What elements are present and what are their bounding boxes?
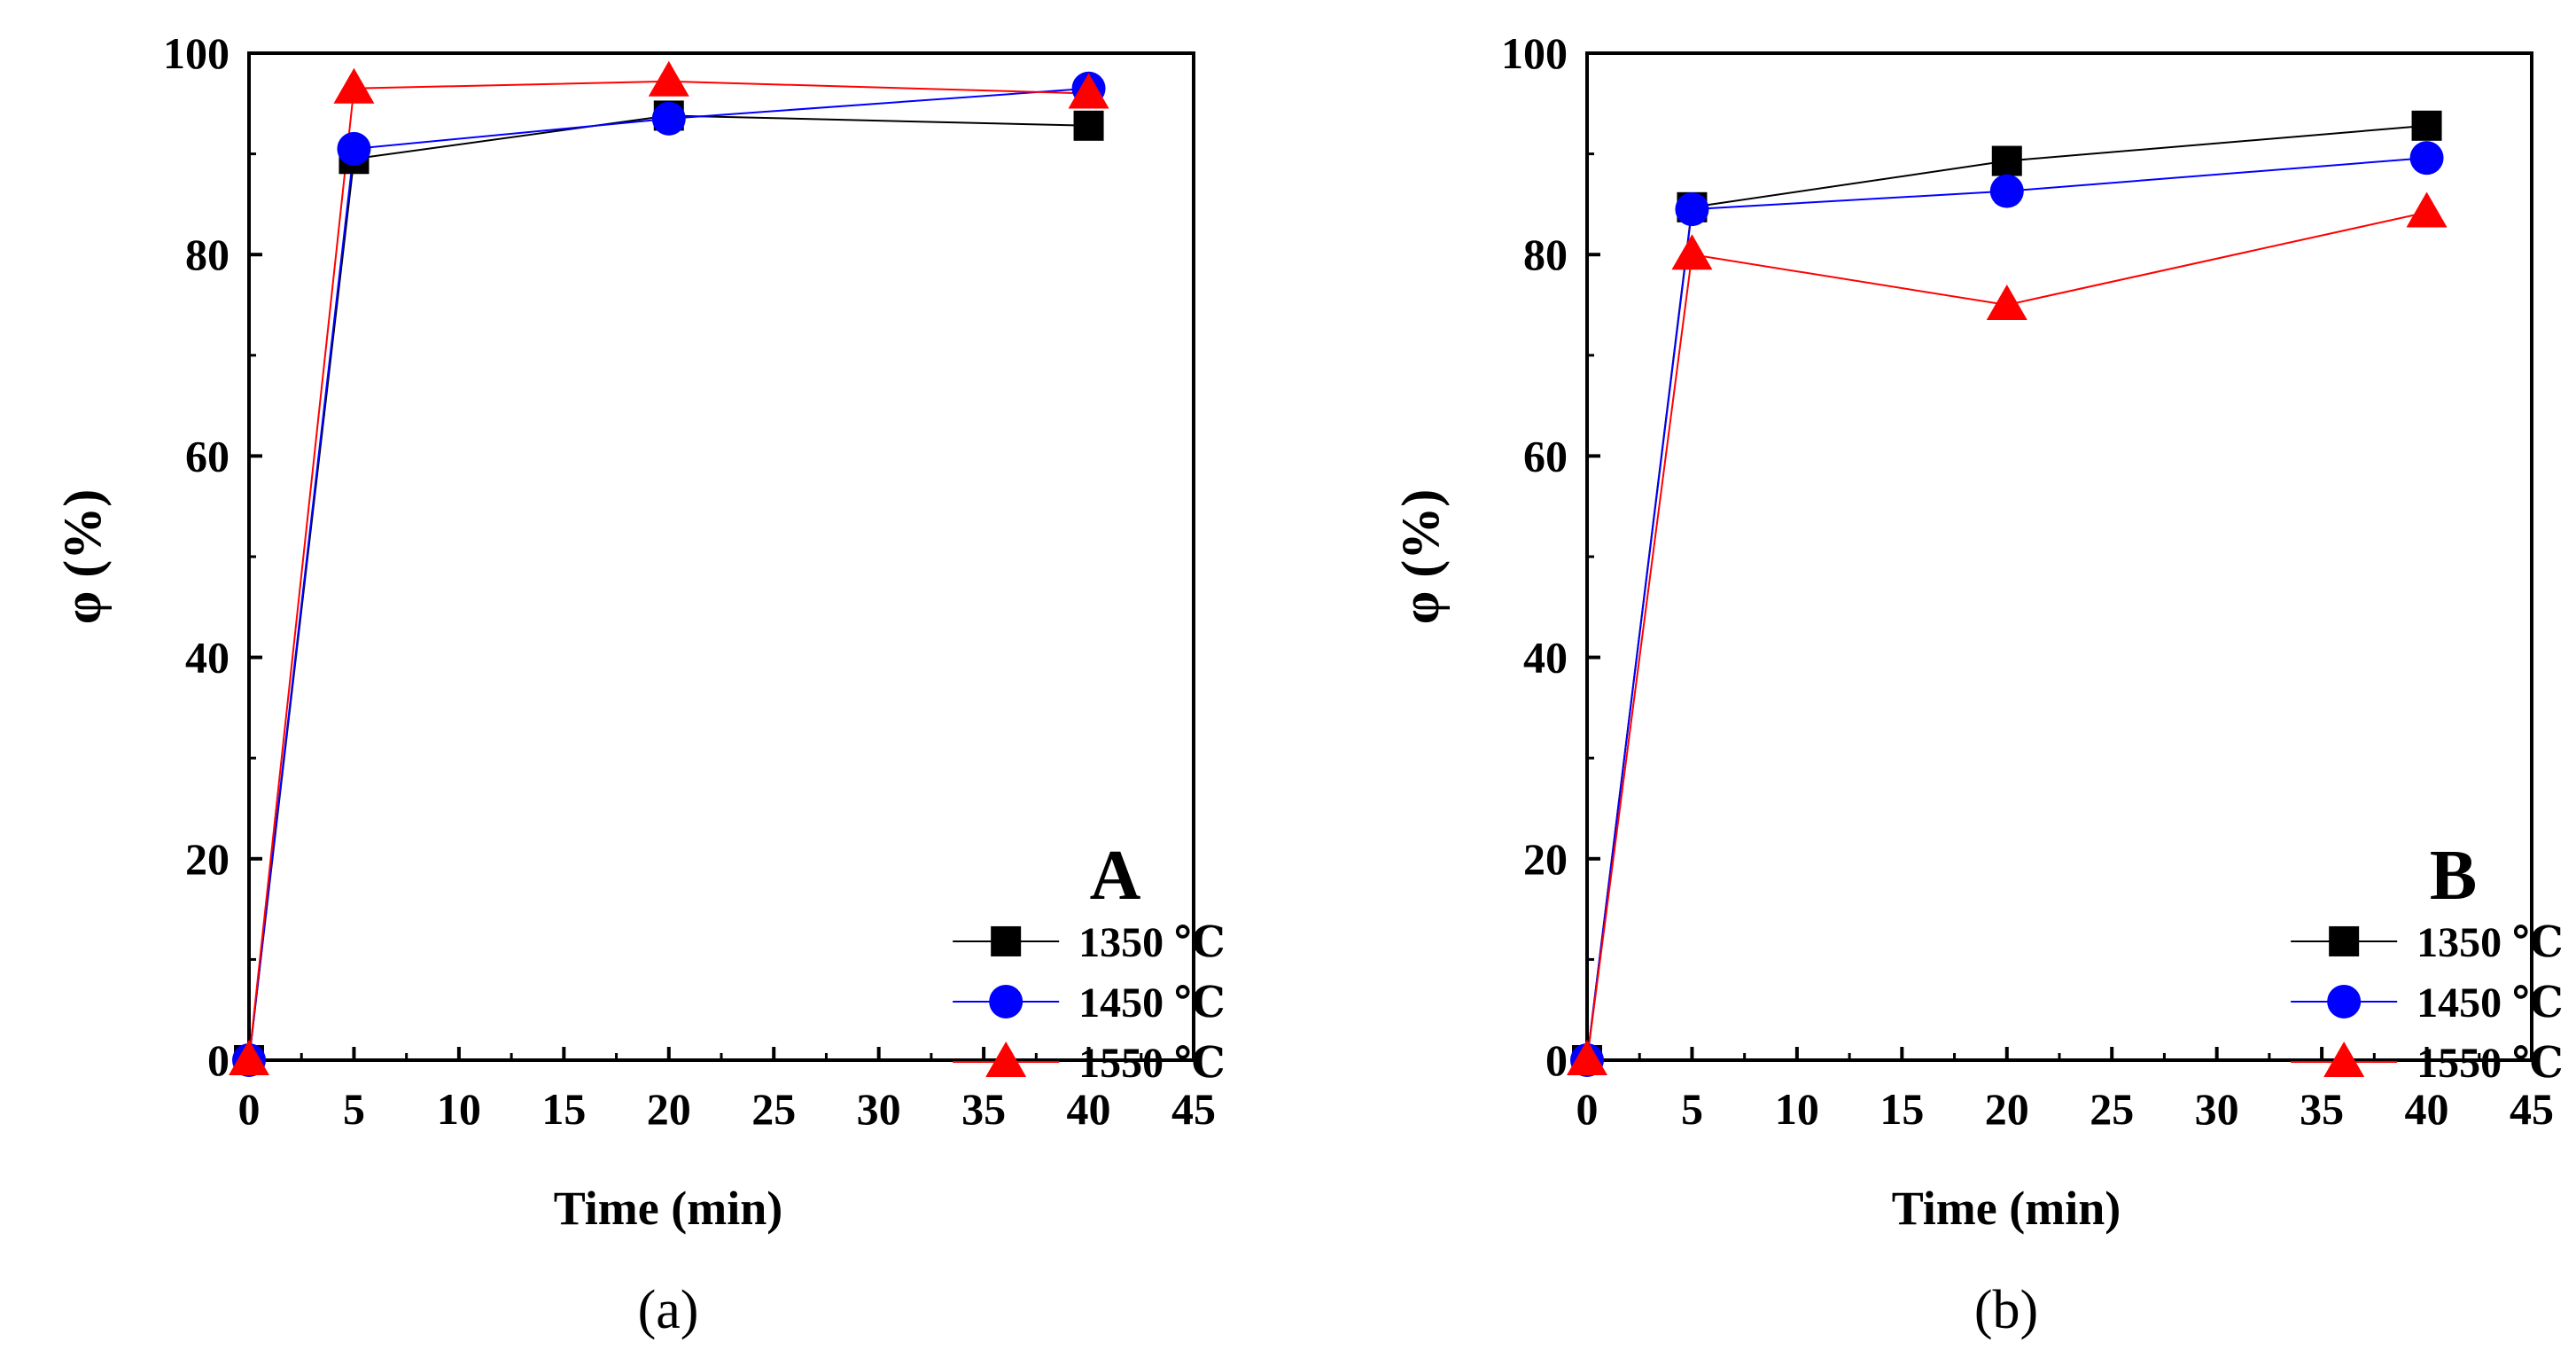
y-axis-title: φ (%) <box>53 489 112 624</box>
data-point-series-0 <box>2411 110 2442 141</box>
x-tick-label: 15 <box>541 1084 586 1134</box>
series-line-2 <box>248 80 1089 1061</box>
legend-marker <box>2323 1041 2365 1077</box>
data-point-series-0 <box>1073 110 1104 141</box>
x-tick-label: 40 <box>2405 1084 2449 1134</box>
panel-letter: B <box>2430 837 2477 915</box>
series-line-1 <box>248 87 1089 1061</box>
data-point-series-0 <box>1991 145 2022 176</box>
x-tick-label: 40 <box>1067 1084 1111 1134</box>
legend-label: 1350 ℃ <box>1078 919 1226 966</box>
y-tick-label: 80 <box>1523 230 1568 279</box>
x-tick-label: 15 <box>1879 1084 1924 1134</box>
x-tick-label: 5 <box>343 1084 365 1134</box>
x-tick-label: 30 <box>2195 1084 2239 1134</box>
legend-marker <box>991 925 1022 956</box>
legend-label: 1450 ℃ <box>1078 979 1226 1026</box>
data-point-series-1 <box>1989 174 2024 208</box>
data-point-series-2 <box>1567 1040 1607 1075</box>
data-point-series-2 <box>1671 234 1713 270</box>
x-axis-title: Time (min) <box>554 1182 782 1235</box>
panel-caption: (b) <box>1974 1280 2038 1340</box>
data-point-series-1 <box>2409 141 2444 176</box>
data-point-series-1 <box>651 101 686 136</box>
x-tick-label: 35 <box>2300 1084 2344 1134</box>
y-tick-label: 100 <box>163 28 230 78</box>
x-tick-label: 45 <box>2510 1084 2554 1134</box>
y-tick-label: 20 <box>185 834 230 884</box>
data-point-series-2 <box>333 67 375 104</box>
legend-marker <box>985 1041 1027 1077</box>
x-tick-label: 10 <box>437 1084 481 1134</box>
data-point-series-1 <box>337 131 371 166</box>
y-axis-title: φ (%) <box>1391 489 1450 624</box>
y-tick-label: 40 <box>185 633 230 683</box>
x-tick-label: 20 <box>1985 1084 2029 1134</box>
data-point-series-1 <box>1675 192 1709 227</box>
y-tick-label: 60 <box>185 431 230 480</box>
panel-caption: (a) <box>638 1280 699 1340</box>
data-point-series-2 <box>1068 73 1109 109</box>
legend-marker <box>2329 925 2360 956</box>
y-tick-label: 100 <box>1501 28 1568 78</box>
x-tick-label: 35 <box>961 1084 1006 1134</box>
x-tick-label: 0 <box>238 1084 261 1134</box>
x-tick-label: 25 <box>751 1084 796 1134</box>
x-tick-label: 25 <box>2090 1084 2134 1134</box>
x-tick-label: 20 <box>647 1084 691 1134</box>
y-tick-label: 60 <box>1523 431 1568 480</box>
x-tick-label: 10 <box>1775 1084 1819 1134</box>
x-tick-label: 0 <box>1576 1084 1599 1134</box>
legend-label: 1350 ℃ <box>2416 919 2564 966</box>
series-line-2 <box>1586 211 2427 1061</box>
x-tick-label: 30 <box>857 1084 901 1134</box>
series-line-1 <box>1586 157 2427 1061</box>
y-tick-label: 40 <box>1523 633 1568 683</box>
y-tick-label: 0 <box>1545 1035 1568 1085</box>
panel-letter: A <box>1090 837 1141 915</box>
panel-b: 0 5 10 15 20 25 30 35 40 45 0 20 40 60 80 100 Time (min)… <box>1391 28 2564 1340</box>
panel-a: 0 5 10 15 20 25 30 35 40 45 0 20 40 60 80 100 Time (min)… <box>53 28 1226 1340</box>
y-tick-label: 0 <box>207 1035 230 1085</box>
legend-label: 1550 ℃ <box>1078 1040 1226 1087</box>
x-tick-label: 45 <box>1171 1084 1216 1134</box>
legend-marker <box>2327 984 2362 1018</box>
legend-marker <box>989 984 1023 1018</box>
x-axis-title: Time (min) <box>1892 1182 2121 1235</box>
data-point-series-2 <box>648 60 689 97</box>
y-tick-label: 80 <box>185 230 230 279</box>
x-tick-label: 5 <box>1681 1084 1703 1134</box>
legend-label: 1550 ℃ <box>2416 1040 2564 1087</box>
data-point-series-2 <box>2406 191 2448 228</box>
legend-label: 1450 ℃ <box>2416 979 2564 1026</box>
data-point-series-2 <box>1986 285 2027 320</box>
y-tick-label: 20 <box>1523 834 1568 884</box>
data-point-series-2 <box>229 1040 269 1075</box>
